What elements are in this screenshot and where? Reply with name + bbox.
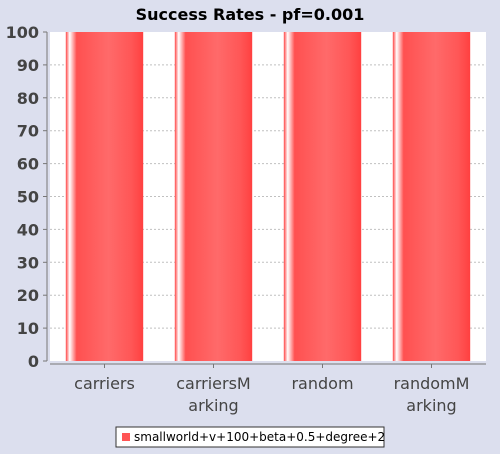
y-tick-label: 50: [17, 188, 39, 207]
legend-box: [115, 426, 385, 448]
y-axis-ticks: 0 10 20 30 40 50 60 70 80 90 100: [6, 23, 47, 371]
chart-title: Success Rates - pf=0.001: [136, 5, 365, 24]
y-tick-label: 100: [6, 23, 39, 42]
y-tick-label: 30: [17, 253, 39, 272]
y-tick-label: 80: [17, 89, 39, 108]
bar: [283, 32, 362, 361]
x-tick-label: carriers: [74, 374, 135, 393]
legend-swatch: [122, 433, 130, 441]
y-tick-label: 60: [17, 155, 39, 174]
x-tick-label: arking: [188, 396, 238, 415]
x-tick-label: arking: [406, 396, 456, 415]
y-tick-label: 70: [17, 122, 39, 141]
bar: [65, 32, 144, 361]
x-axis-ticks: carriers carriersM arking random randomM arki…: [74, 364, 469, 415]
x-tick-label: randomM: [394, 374, 470, 393]
bars: [65, 32, 471, 361]
bar: [174, 32, 253, 361]
legend-label: smallworld+v+100+beta+0.5+degree+2: [134, 430, 385, 444]
bar: [392, 32, 471, 361]
x-tick-label: carriersM: [176, 374, 250, 393]
y-tick-label: 90: [17, 56, 39, 75]
legend: smallworld+v+100+beta+0.5+degree+2: [115, 426, 385, 448]
y-tick-label: 40: [17, 220, 39, 239]
y-tick-label: 0: [28, 352, 39, 371]
x-tick-label: random: [291, 374, 353, 393]
y-tick-label: 10: [17, 319, 39, 338]
y-tick-label: 20: [17, 286, 39, 305]
